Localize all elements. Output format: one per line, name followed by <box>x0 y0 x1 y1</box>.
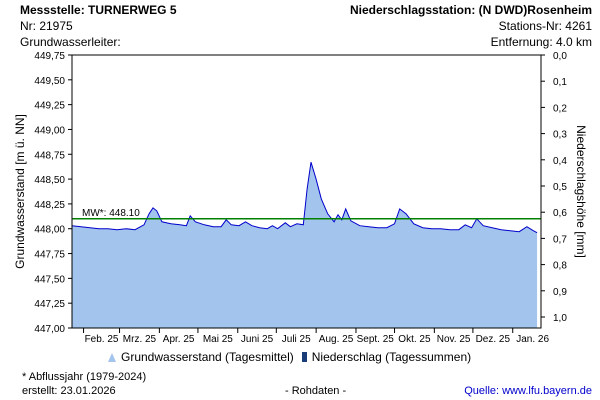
legend-groundwater-label: Grundwasserstand (Tagesmittel) <box>121 350 294 364</box>
legend-precip-label: Niederschlag (Tagessummen) <box>311 350 472 364</box>
x-tick-label: Juli 25 <box>282 334 311 345</box>
x-tick-label: Feb. 25 <box>85 334 119 345</box>
y-right-tick-label: 0,4 <box>553 156 567 167</box>
y-left-tick-label: 449,50 <box>34 76 65 87</box>
x-tick-label: Apr. 25 <box>163 334 195 345</box>
y-left-tick-label: 449,00 <box>34 125 65 136</box>
precip-station-distance: Entfernung: 4.0 km <box>490 35 592 49</box>
x-tick-label: Mrz. 25 <box>123 334 157 345</box>
x-tick-label: Okt. 25 <box>398 334 431 345</box>
y-right-axis-title: Niederschlagshöhe [mm] <box>574 125 588 258</box>
y-left-tick-label: 447,50 <box>34 274 65 285</box>
y-right-tick-label: 0,7 <box>553 234 567 245</box>
y-right-tick-label: 1,0 <box>553 313 567 324</box>
created-date: erstellt: 23.01.2026 <box>22 385 116 397</box>
y-right-tick-label: 0,2 <box>553 103 567 114</box>
x-tick-label: Mai 25 <box>203 334 233 345</box>
y-right-tick-label: 0,0 <box>553 51 567 62</box>
x-tick-label: Jan. 26 <box>516 334 549 345</box>
y-left-tick-label: 447,00 <box>34 324 65 335</box>
x-tick-label: Nov. 25 <box>437 334 471 345</box>
y-left-tick-label: 448,00 <box>34 225 65 236</box>
source-link[interactable]: Quelle: www.lfu.bayern.de <box>464 385 592 397</box>
legend-groundwater-swatch <box>108 352 116 362</box>
y-left-tick-label: 449,25 <box>34 101 65 112</box>
y-right-tick-label: 0,5 <box>553 182 567 193</box>
footnote-runoff-year: * Abflussjahr (1979-2024) <box>22 371 147 383</box>
x-tick-label: Aug. 25 <box>319 334 354 345</box>
y-right-tick-label: 0,1 <box>553 77 567 88</box>
y-right-tick-label: 0,8 <box>553 261 567 272</box>
legend-precip-swatch <box>301 352 307 362</box>
station-title: Messstelle: TURNERWEG 5 <box>20 3 177 17</box>
y-left-tick-label: 448,50 <box>34 175 65 186</box>
y-left-axis-title: Grundwasserstand [m ü. NN] <box>13 114 27 269</box>
rawdata-note: - Rohdaten - <box>285 385 347 397</box>
x-tick-label: Dez. 25 <box>476 334 511 345</box>
mean-line-label: MW*: 448.10 <box>82 208 140 219</box>
precip-station-title: Niederschlagsstation: (N DWD)Rosenheim <box>349 3 592 17</box>
plot-frame <box>71 54 542 329</box>
y-left-tick-label: 448,75 <box>34 150 65 161</box>
y-left-tick-label: 447,75 <box>34 250 65 261</box>
y-right-tick-label: 0,6 <box>553 208 567 219</box>
y-left-tick-label: 449,75 <box>34 51 65 62</box>
groundwater-line <box>71 162 538 234</box>
precip-station-number: Stations-Nr: 4261 <box>498 19 592 33</box>
station-number: Nr: 21975 <box>20 19 73 33</box>
y-left-tick-label: 447,25 <box>34 299 65 310</box>
y-right-tick-label: 0,9 <box>553 287 567 298</box>
x-tick-label: Juni 25 <box>241 334 274 345</box>
y-right-tick-label: 0,3 <box>553 130 567 141</box>
x-tick-label: Sept. 25 <box>357 334 395 345</box>
legend: Grundwasserstand (Tagesmittel) Niedersch… <box>108 350 471 364</box>
groundwater-area <box>72 162 538 328</box>
aquifer-label: Grundwasserleiter: <box>20 35 121 49</box>
y-left-tick-label: 448,25 <box>34 200 65 211</box>
